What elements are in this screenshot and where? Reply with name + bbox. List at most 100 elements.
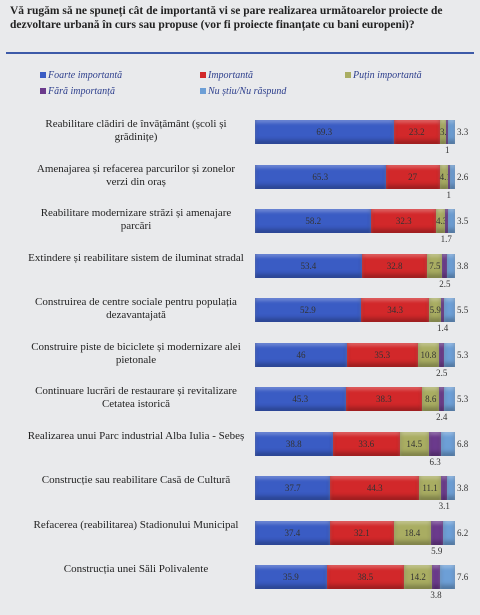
category-label: Reabilitare modernizare străzi și amenaj… (40, 207, 232, 232)
category-label: Realizarea unui Parc industrial Alba Iul… (27, 429, 245, 442)
value-label: 37.4 (284, 527, 301, 538)
category-label: Construire piste de biciclete și moderni… (31, 340, 241, 366)
value-label: 6.8 (457, 438, 469, 449)
value-label: 34.3 (387, 305, 403, 315)
category-label: Continuare lucrări de restaurare și revi… (35, 385, 237, 410)
title-rule (6, 52, 474, 54)
value-label: 1.4 (436, 323, 449, 333)
value-label: 5.5 (457, 305, 469, 315)
value-label: 69.3 (316, 127, 333, 137)
value-label: 3.1 (440, 127, 451, 137)
value-label: 1.7 (440, 234, 452, 244)
category-label: Extindere și reabilitare sistem de ilumi… (28, 251, 244, 264)
bar-segment (439, 387, 445, 411)
bar-segment (255, 431, 333, 456)
bar-segment (441, 298, 444, 322)
value-label: 14.5 (406, 438, 423, 449)
legend-swatch (200, 88, 206, 94)
bar-segment (329, 520, 394, 545)
bar-segment (419, 476, 442, 500)
bar-segment (361, 253, 428, 278)
legend-item: Importantă (200, 70, 253, 81)
value-label: 2.6 (457, 171, 469, 182)
value-label: 14.2 (410, 572, 426, 582)
bar-segment (255, 520, 330, 545)
bar-segment (394, 520, 431, 545)
category-label: Amenajarea și refacerea parcurilor și zo… (36, 162, 236, 188)
value-label: 2.5 (436, 367, 448, 378)
bar-segment (430, 520, 443, 545)
value-label: 2.5 (439, 278, 451, 289)
legend-swatch (40, 88, 46, 94)
value-label: 65.3 (312, 171, 329, 182)
value-label: 32.3 (395, 216, 412, 226)
value-label: 23.2 (408, 127, 425, 137)
bar-segment (441, 431, 455, 456)
value-label: 11.1 (422, 483, 438, 493)
legend-item: Foarte importantă (40, 70, 122, 81)
bar-segment (255, 120, 394, 144)
legend-label: Foarte importantă (48, 70, 123, 81)
value-label: 3.1 (438, 501, 450, 511)
legend-label: Importantă (208, 70, 253, 81)
bar-segment (255, 298, 361, 322)
value-label: 10.8 (420, 349, 437, 360)
value-label: 18.4 (404, 527, 421, 538)
value-label: 3.3 (457, 127, 469, 137)
value-label: 3.5 (457, 216, 469, 226)
bar-segment (393, 120, 440, 144)
legend-label: Nu știu/Nu răspund (208, 86, 287, 97)
bar-segment (428, 431, 442, 456)
value-label: 33.6 (358, 438, 375, 449)
value-label: 32.1 (354, 527, 370, 538)
bar-segment (403, 565, 433, 589)
bar-segment (447, 164, 450, 189)
value-label: 3.8 (457, 260, 469, 271)
bar-segment (439, 565, 455, 589)
category-label: Construirea de centre sociale pentru pop… (35, 296, 237, 321)
bar-segment (429, 298, 442, 322)
value-label: 2.4 (436, 412, 448, 422)
bar-segment (326, 565, 404, 589)
bar-segment (436, 209, 445, 233)
value-label: 4.1 (439, 171, 451, 182)
value-label: 35.9 (283, 572, 299, 582)
value-label: 38.3 (376, 394, 392, 404)
legend-swatch (200, 72, 206, 78)
bar-segment (255, 387, 346, 411)
bar-segment (447, 253, 455, 278)
legend-item: Puțin importantă (345, 70, 422, 81)
bar-segment (330, 476, 419, 500)
value-label: 45.3 (292, 394, 309, 404)
value-label: 27 (408, 171, 418, 182)
value-label: 38.5 (357, 572, 374, 582)
value-label: 38.8 (285, 438, 302, 449)
value-label: 7.6 (457, 572, 469, 582)
category-label: Construcție sau reabilitare Casă de Cult… (41, 474, 231, 486)
bar-segment (446, 120, 449, 144)
bar-segment (255, 253, 362, 278)
value-label: 35.3 (374, 349, 391, 360)
bar-segment (360, 298, 430, 322)
category-label: Construcția unei Săli Polivalente (63, 563, 209, 575)
bar-segment (442, 253, 448, 278)
bar-segment (444, 298, 455, 322)
bar-segment (385, 164, 440, 189)
bar-segment (440, 120, 447, 144)
bar-segment (448, 120, 455, 144)
legend-swatch (345, 72, 351, 78)
bar-segment (444, 387, 455, 411)
bar-segment (448, 209, 455, 233)
bar-segment (441, 476, 448, 500)
bar-segment (255, 476, 331, 500)
bar-segment (444, 209, 448, 233)
value-label: 3.8 (430, 590, 442, 600)
bar-segment (444, 342, 455, 367)
bar-segment (255, 565, 327, 589)
bar-segment (442, 520, 455, 545)
value-label: 5.9 (431, 545, 443, 556)
value-label: 5.9 (429, 305, 441, 315)
bar-segment (332, 431, 400, 456)
bar-segment (447, 476, 455, 500)
